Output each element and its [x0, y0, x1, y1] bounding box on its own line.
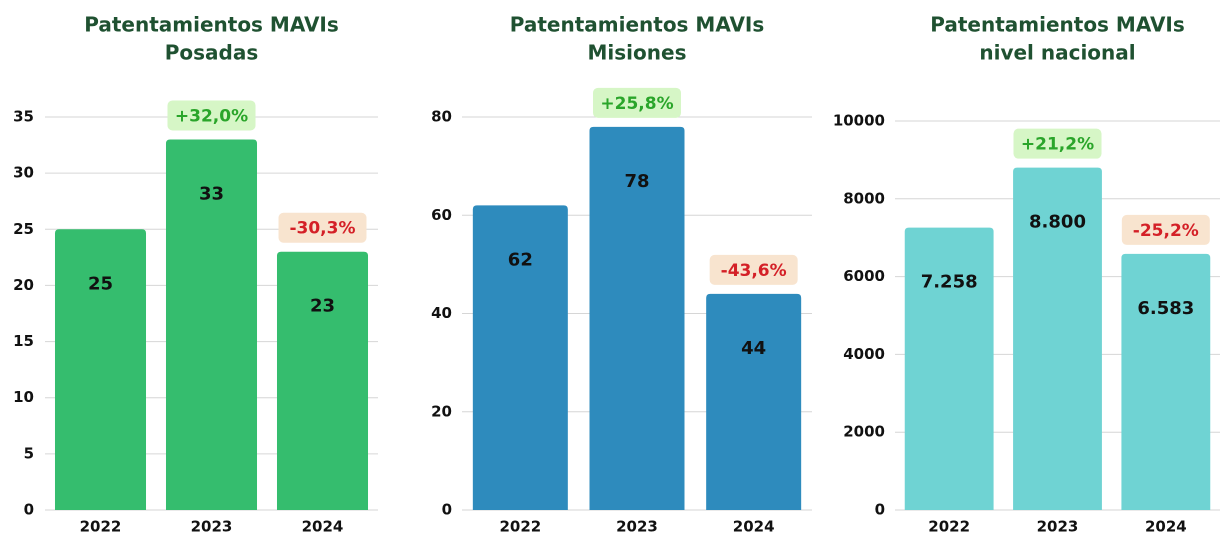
change-badge [593, 87, 681, 118]
change-badge [167, 100, 256, 131]
value-label: 44 [741, 338, 766, 359]
bar [472, 205, 568, 511]
value-label: 78 [624, 171, 649, 192]
change-label: -30,3% [289, 219, 355, 239]
chart-title: Patentamientos MAVIs [930, 13, 1185, 37]
value-label: 33 [199, 183, 224, 204]
y-tick-label: 0 [875, 501, 885, 519]
y-tick-label: 30 [13, 164, 34, 182]
y-tick-label: 10 [13, 388, 34, 406]
value-label: 6.583 [1137, 298, 1194, 319]
value-label: 23 [310, 296, 335, 317]
y-tick-label: 0 [442, 501, 452, 519]
change-label: -25,2% [1133, 221, 1199, 241]
x-tick-label: 2024 [733, 518, 775, 536]
bar [1121, 253, 1211, 510]
y-tick-label: 6000 [843, 267, 885, 285]
y-tick-label: 0 [24, 501, 34, 519]
y-tick-label: 80 [431, 108, 452, 126]
y-tick-label: 2000 [843, 423, 885, 441]
chart-subtitle: nivel nacional [979, 41, 1135, 65]
y-tick-label: 25 [13, 220, 34, 238]
change-badge [709, 254, 798, 285]
y-tick-label: 8000 [843, 189, 885, 207]
change-label: +32,0% [175, 106, 248, 126]
bar [54, 229, 147, 511]
x-tick-label: 2023 [616, 518, 658, 536]
change-badge [278, 212, 367, 243]
bar [904, 227, 994, 510]
value-label: 62 [508, 249, 533, 270]
y-tick-label: 4000 [843, 345, 885, 363]
bar [165, 139, 258, 510]
chart-subtitle: Posadas [165, 41, 259, 65]
chart-title: Patentamientos MAVIs [510, 13, 765, 37]
y-tick-label: 5 [24, 444, 34, 462]
x-tick-label: 2022 [80, 518, 122, 536]
bar [589, 126, 685, 510]
x-tick-label: 2024 [302, 518, 344, 536]
y-tick-label: 15 [13, 332, 34, 350]
x-tick-label: 2024 [1145, 518, 1187, 536]
change-label: -43,6% [721, 261, 787, 281]
change-label: +21,2% [1021, 135, 1094, 155]
bar [706, 293, 802, 510]
x-tick-label: 2022 [499, 518, 541, 536]
y-tick-label: 35 [13, 108, 34, 126]
y-tick-label: 20 [431, 402, 452, 420]
value-label: 25 [88, 273, 113, 294]
value-label: 7.258 [921, 272, 978, 293]
bar [1013, 167, 1102, 510]
change-badge [1013, 128, 1102, 159]
x-tick-label: 2023 [1037, 518, 1079, 536]
y-tick-label: 10000 [833, 112, 885, 130]
change-badge [1121, 214, 1210, 245]
x-tick-label: 2023 [191, 518, 233, 536]
y-tick-label: 40 [431, 304, 452, 322]
chart-title: Patentamientos MAVIs [84, 13, 339, 37]
chart-subtitle: Misiones [588, 41, 687, 65]
change-label: +25,8% [600, 94, 673, 114]
value-label: 8.800 [1029, 212, 1086, 233]
bar [276, 251, 369, 510]
x-tick-label: 2022 [928, 518, 970, 536]
y-tick-label: 20 [13, 276, 34, 294]
y-tick-label: 60 [431, 206, 452, 224]
